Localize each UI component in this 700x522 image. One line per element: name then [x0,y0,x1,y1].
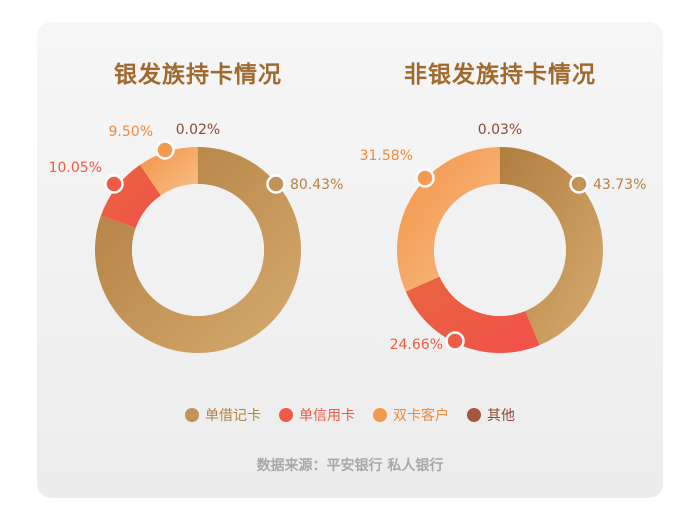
legend-item-dual: 双卡客户 [373,405,449,425]
legend-label-credit: 单信用卡 [299,408,355,424]
right-donut: 43.73% 24.66% 31.58% 0.03% [360,122,646,353]
marker-credit [104,174,124,194]
right-chart-title: 非银发族持卡情况 [404,62,596,88]
marker-dual [155,140,175,160]
legend-dot-dual [373,408,387,422]
legend-item-credit: 单信用卡 [279,405,355,425]
legend-item-other: 其他 [467,405,515,425]
data-label-other: 0.02% [176,122,220,138]
data-label-debit: 80.43% [290,177,343,193]
slice-dual [139,147,198,196]
slice-credit [100,164,161,228]
left-chart-title: 银发族持卡情况 [114,62,282,88]
legend-label-debit: 单借记卡 [205,408,261,424]
donut-hole [132,184,264,316]
legend: 单借记卡 单信用卡 双卡客户 其他 [0,405,700,425]
slice-debit [94,147,301,353]
data-source: 数据来源：平安银行 私人银行 [256,458,444,474]
legend-label-dual: 双卡客户 [393,408,449,424]
slice-debit [500,147,603,346]
data-label-dual: 9.50% [109,124,153,140]
legend-dot-other [467,408,481,422]
legend-dot-debit [185,408,199,422]
legend-label-other: 其他 [487,408,515,424]
slice-credit [405,276,540,353]
data-label-credit: 24.66% [390,337,443,353]
legend-dot-credit [279,408,293,422]
data-label-dual: 31.58% [360,148,413,164]
marker-debit [569,174,589,194]
legend-item-debit: 单借记卡 [185,405,261,425]
marker-debit [266,174,286,194]
data-label-other: 0.03% [478,122,522,138]
left-donut: 80.43% 10.05% 9.50% 0.02% [49,122,343,353]
data-label-debit: 43.73% [593,177,646,193]
marker-credit [445,331,465,351]
marker-dual [415,168,435,188]
data-label-credit: 10.05% [49,160,102,176]
donut-hole [434,184,566,316]
